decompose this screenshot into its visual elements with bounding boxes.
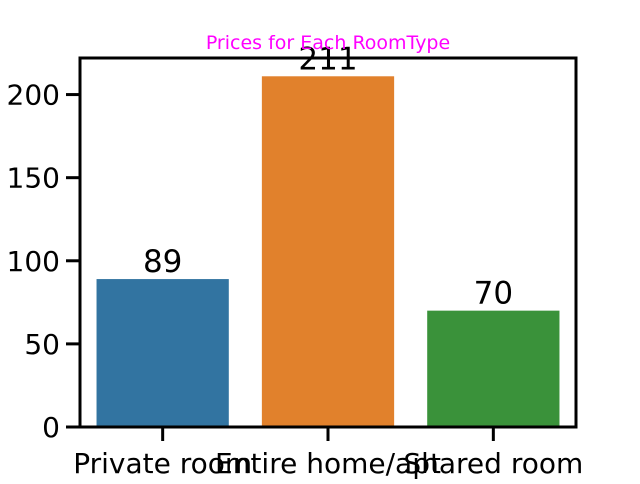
data-label-0: 89 — [143, 244, 182, 280]
data-label-2: 70 — [474, 276, 513, 312]
chart-title: Prices for Each RoomType — [206, 32, 450, 54]
bars-layer — [96, 76, 560, 427]
x-tick-label-1: Entire home/apt — [215, 447, 441, 480]
y-tick-label-3: 150 — [7, 162, 60, 195]
labels-layer: Private room 89 Entire home/apt 211 Shared r… — [7, 41, 584, 480]
x-tick-label-0: Private room — [73, 447, 252, 480]
bar-1 — [261, 76, 395, 427]
y-tick-label-4: 200 — [7, 79, 60, 112]
data-label-1: 211 — [298, 41, 357, 77]
y-tick-label-2: 100 — [7, 245, 60, 278]
bar-2 — [427, 310, 560, 427]
y-tick-label-0: 0 — [42, 411, 60, 444]
bar-0 — [96, 279, 229, 427]
ticks-layer — [66, 93, 495, 441]
x-tick-label-2: Shared room — [403, 447, 583, 480]
plot-frame — [78, 56, 578, 429]
y-tick-label-1: 50 — [24, 328, 60, 361]
